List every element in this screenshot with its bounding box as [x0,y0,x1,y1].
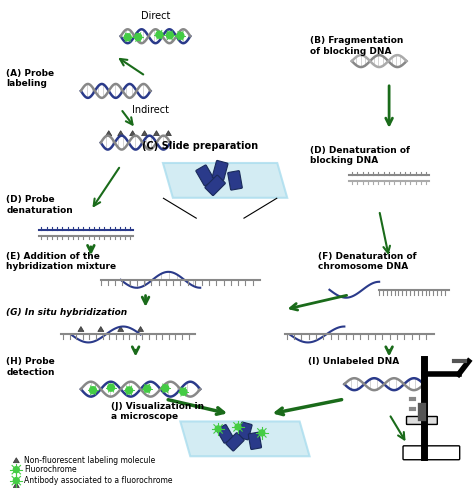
Circle shape [144,385,151,392]
Circle shape [108,384,115,391]
Circle shape [13,467,19,473]
Polygon shape [13,483,19,488]
Circle shape [162,385,169,392]
Text: Non-fluorescent labeling molecule: Non-fluorescent labeling molecule [24,456,155,465]
Text: (J) Visualization in
a microscope: (J) Visualization in a microscope [111,402,204,421]
FancyBboxPatch shape [238,422,252,440]
Polygon shape [154,131,159,136]
Circle shape [156,31,163,38]
Polygon shape [163,163,287,198]
FancyBboxPatch shape [217,425,234,443]
Circle shape [135,33,142,41]
Text: (D) Denaturation of
blocking DNA: (D) Denaturation of blocking DNA [310,146,410,165]
Text: Direct: Direct [141,11,170,21]
Text: (F) Denaturation of
chromosome DNA: (F) Denaturation of chromosome DNA [318,252,416,272]
Circle shape [126,387,133,394]
Polygon shape [106,131,112,136]
FancyBboxPatch shape [248,432,262,449]
FancyBboxPatch shape [226,433,244,451]
Polygon shape [165,131,172,136]
Circle shape [180,388,187,395]
Circle shape [166,32,173,39]
Circle shape [259,430,265,436]
Circle shape [235,424,241,430]
Text: Antibody associated to a fluorochrome: Antibody associated to a fluorochrome [24,476,173,485]
Polygon shape [118,327,124,331]
Circle shape [90,387,96,394]
Polygon shape [180,421,310,456]
Polygon shape [137,327,144,331]
Text: Indirect: Indirect [132,105,169,115]
FancyBboxPatch shape [196,165,215,186]
Circle shape [177,32,184,39]
Circle shape [13,478,19,484]
Polygon shape [98,327,104,331]
Text: (G) In situ hybridization: (G) In situ hybridization [6,308,128,317]
Polygon shape [13,458,19,463]
Polygon shape [118,131,124,136]
Text: (B) Fragmentation
of blocking DNA: (B) Fragmentation of blocking DNA [310,36,403,55]
Polygon shape [142,131,147,136]
Text: Fluorochrome: Fluorochrome [24,465,77,474]
FancyBboxPatch shape [407,416,438,424]
FancyBboxPatch shape [403,446,460,460]
Text: (I) Unlabeled DNA: (I) Unlabeled DNA [308,357,399,366]
Text: (E) Addition of the
hybridization mixture: (E) Addition of the hybridization mixtur… [6,252,117,272]
Text: (H) Probe
detection: (H) Probe detection [6,357,55,377]
Circle shape [215,426,221,432]
Text: (A) Probe
labeling: (A) Probe labeling [6,69,55,88]
Polygon shape [78,327,84,331]
FancyBboxPatch shape [205,175,225,195]
Text: (D) Probe
denaturation: (D) Probe denaturation [6,195,73,215]
Circle shape [124,34,131,41]
Polygon shape [129,131,136,136]
FancyBboxPatch shape [228,171,242,190]
FancyBboxPatch shape [212,161,228,180]
Text: (C) Slide preparation: (C) Slide preparation [142,140,258,151]
